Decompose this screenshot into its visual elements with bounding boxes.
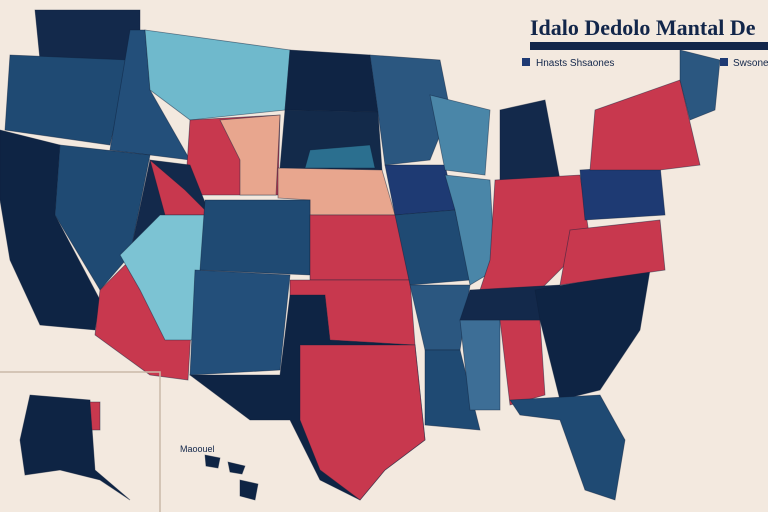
inset: Maoouel: [0, 371, 259, 512]
title: Idalo Dedolo Mantal De: [530, 15, 756, 40]
state: [589, 79, 701, 171]
inset-border: [0, 371, 161, 512]
inset-label: Maoouel: [180, 444, 215, 454]
state: [509, 394, 626, 501]
state: [429, 94, 491, 176]
state: [679, 49, 721, 121]
state: [309, 214, 411, 281]
hawaii: [227, 461, 246, 475]
state: [559, 219, 666, 286]
state: [299, 344, 426, 501]
state: [4, 54, 131, 146]
state: [369, 54, 451, 166]
hawaii: [239, 479, 259, 501]
state: [579, 164, 666, 221]
state: [424, 349, 481, 431]
state: [384, 164, 456, 216]
states: [0, 9, 721, 501]
state: [34, 9, 141, 61]
state: [304, 144, 376, 169]
state: [444, 174, 496, 286]
legend-swatch: [522, 58, 530, 66]
state: [284, 49, 379, 113]
title-bar: [530, 42, 768, 50]
alaska: [89, 401, 101, 431]
legend-swatch: [720, 58, 728, 66]
state: [199, 199, 311, 276]
hawaii: [204, 454, 221, 469]
state: [109, 29, 191, 161]
legend-label: Swsones: [733, 58, 768, 69]
state: [189, 269, 291, 376]
state: [219, 114, 281, 196]
legend-label: Hnasts Shsaones: [536, 58, 614, 69]
state: [144, 29, 291, 121]
